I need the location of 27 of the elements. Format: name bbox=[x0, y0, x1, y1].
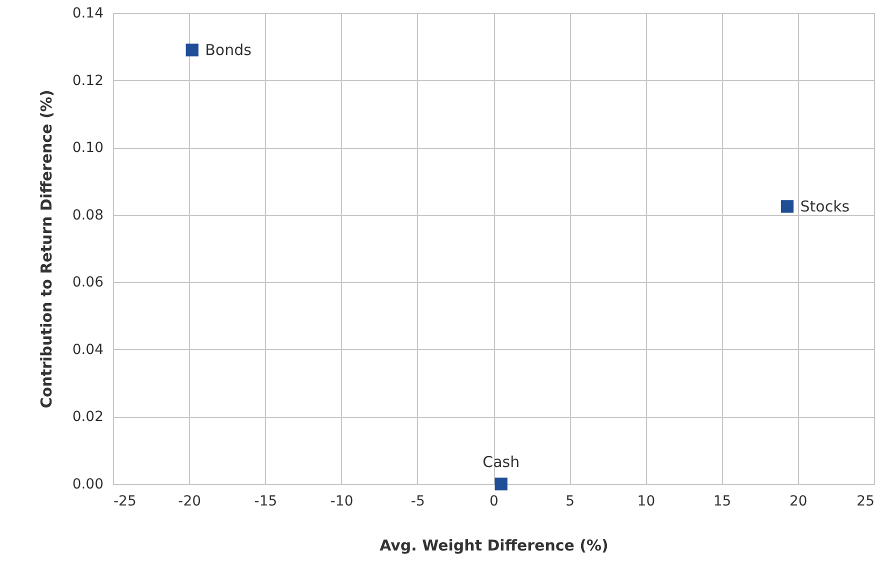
series-label: Bonds bbox=[205, 41, 252, 60]
series-label: Stocks bbox=[800, 197, 850, 216]
y-tick-label: 0.14 bbox=[72, 6, 104, 22]
y-tick-label: 0.06 bbox=[72, 274, 104, 291]
y-tick-label: 0.10 bbox=[72, 140, 104, 156]
point bbox=[186, 44, 198, 56]
x-tick-label: 10 bbox=[637, 494, 656, 510]
y-tick-label: 0.02 bbox=[72, 409, 104, 426]
x-tick-label: 20 bbox=[789, 494, 808, 510]
x-tick-label: 5 bbox=[566, 494, 575, 510]
x-tick-label: -5 bbox=[410, 494, 425, 510]
point bbox=[494, 478, 508, 490]
x-tick-label: -20 bbox=[178, 494, 202, 510]
point bbox=[780, 200, 794, 213]
x-tick-label: 15 bbox=[713, 494, 732, 510]
y-tick-label: 0.08 bbox=[72, 207, 104, 224]
y-tick-label: 0.12 bbox=[72, 72, 104, 89]
series-label: Cash bbox=[482, 453, 520, 471]
x-tick-label: -25 bbox=[114, 494, 136, 510]
x-tick-label: 25 bbox=[856, 494, 874, 510]
y-tick-label: 0.04 bbox=[72, 342, 104, 358]
x-axis-title: Avg. Weight Difference (%) bbox=[380, 536, 608, 554]
y-tick-label: 0.00 bbox=[72, 476, 104, 492]
y-axis-title: Contribution to Return Difference (%) bbox=[37, 90, 56, 408]
x-tick-label: -15 bbox=[254, 494, 278, 510]
x-tick-label: -10 bbox=[330, 494, 354, 510]
x-tick-label: 0 bbox=[490, 494, 498, 510]
